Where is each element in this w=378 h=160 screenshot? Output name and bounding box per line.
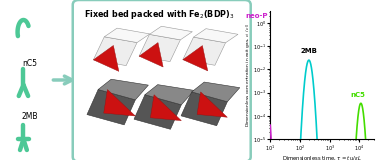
Text: nC5: nC5 (22, 59, 37, 68)
Polygon shape (104, 28, 150, 43)
Polygon shape (183, 37, 226, 65)
Text: 2MB: 2MB (21, 112, 37, 121)
Polygon shape (134, 95, 181, 129)
Polygon shape (197, 92, 227, 117)
Polygon shape (93, 45, 119, 71)
Y-axis label: Dimensionless concentration in exit gas, $c_i$ / $c_0$: Dimensionless concentration in exit gas,… (244, 23, 252, 127)
Text: Fixed bed packed with Fe$_2$(BDP)$_3$: Fixed bed packed with Fe$_2$(BDP)$_3$ (84, 8, 235, 21)
Polygon shape (194, 29, 238, 43)
Text: 2MB: 2MB (301, 48, 317, 54)
Polygon shape (149, 26, 192, 40)
Polygon shape (145, 85, 194, 105)
Polygon shape (87, 90, 135, 125)
Polygon shape (139, 34, 180, 62)
Text: nC5: nC5 (350, 92, 366, 98)
Polygon shape (181, 92, 227, 126)
Polygon shape (104, 90, 135, 116)
Polygon shape (192, 82, 240, 102)
Polygon shape (183, 46, 208, 71)
X-axis label: Dimensionless time, $\tau = t\, u/\varepsilon L$: Dimensionless time, $\tau = t\, u/\varep… (282, 154, 362, 160)
Polygon shape (93, 37, 137, 66)
Polygon shape (150, 95, 181, 121)
Polygon shape (98, 79, 149, 100)
Text: neo-P: neo-P (246, 13, 268, 19)
FancyBboxPatch shape (73, 0, 251, 160)
Polygon shape (139, 43, 163, 67)
